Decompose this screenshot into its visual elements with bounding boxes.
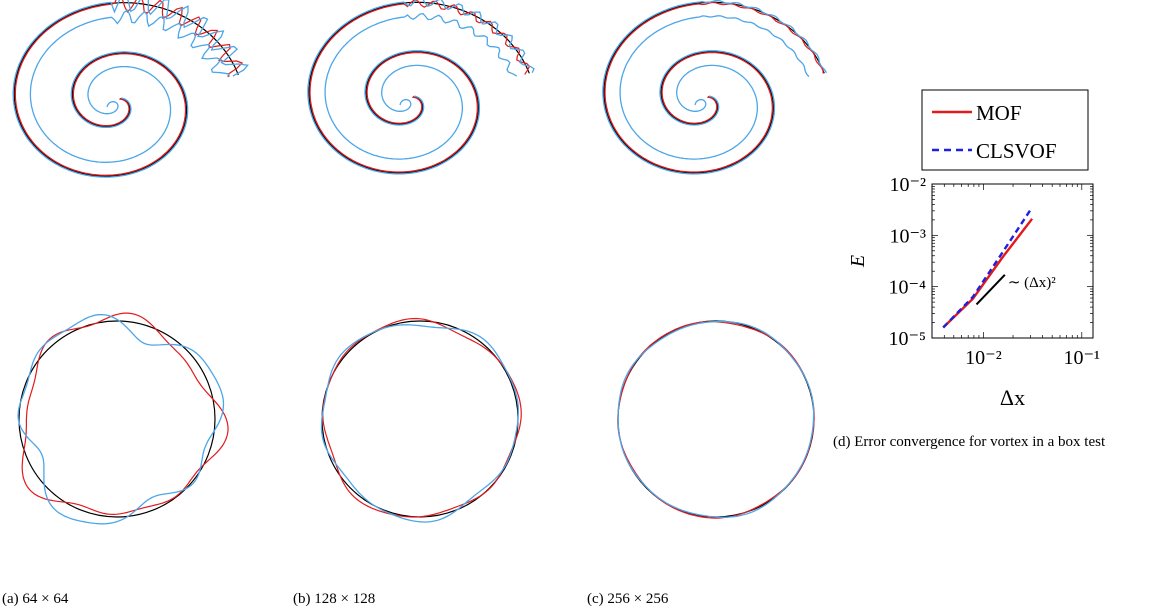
clsvof-spiral-outer — [12, 0, 249, 178]
exact-circle — [18, 320, 216, 518]
clsvof-circle — [17, 313, 225, 525]
y-tick-label: 10⁻⁵ — [888, 328, 926, 350]
clsvof-circle — [320, 324, 519, 523]
exact-spiral — [603, 1, 825, 174]
caption-b: (b) 128 × 128 — [293, 591, 376, 607]
mof-circle — [21, 312, 229, 516]
spiral-panels — [12, 0, 828, 178]
mof-circle — [322, 317, 522, 518]
x-axis-label: Δx — [1000, 385, 1025, 410]
clsvof-spiral-outer — [307, 0, 535, 175]
exact-spiral — [308, 1, 530, 174]
legend-label-clsvof: CLSVOF — [976, 139, 1057, 163]
mof-spiral — [309, 0, 531, 173]
x-tick-label: 10⁻¹ — [1064, 347, 1101, 369]
clsvof-circle — [617, 320, 815, 518]
reference-slope-label: ∼ (Δx)² — [1008, 275, 1056, 291]
x-tick-label: 10⁻² — [965, 347, 1002, 369]
y-tick-label: 10⁻² — [889, 174, 926, 196]
plot-frame — [931, 183, 1094, 339]
caption-d: (d) Error convergence for vortex in a bo… — [833, 434, 1106, 450]
legend-label-mof: MOF — [976, 101, 1022, 125]
y-tick-label: 10⁻³ — [889, 225, 926, 247]
clsvof-spiral-inner — [619, 15, 810, 160]
circle-panels — [17, 312, 815, 525]
mof-spiral — [14, 0, 244, 176]
convergence-chart: 10⁻² 10⁻¹ 10⁻⁵ 10⁻⁴ 10⁻³ 10⁻² Δx E ∼ (Δx)² MOF CLS… — [847, 89, 1101, 410]
exact-spiral — [13, 2, 239, 177]
y-tick-label: 10⁻⁴ — [888, 277, 926, 299]
y-axis-label: E — [847, 255, 869, 268]
clsvof-spiral-outer — [602, 0, 828, 175]
mof-spiral — [604, 1, 824, 173]
clsvof-spiral-inner — [29, 9, 230, 163]
clsvof-spiral-inner — [324, 13, 518, 160]
series-line-clsvof — [942, 206, 1034, 329]
legend-box — [921, 89, 1089, 171]
caption-a: (a) 64 × 64 — [2, 591, 69, 607]
caption-c: (c) 256 × 256 — [587, 591, 669, 607]
reference-slope-line — [975, 274, 1006, 306]
